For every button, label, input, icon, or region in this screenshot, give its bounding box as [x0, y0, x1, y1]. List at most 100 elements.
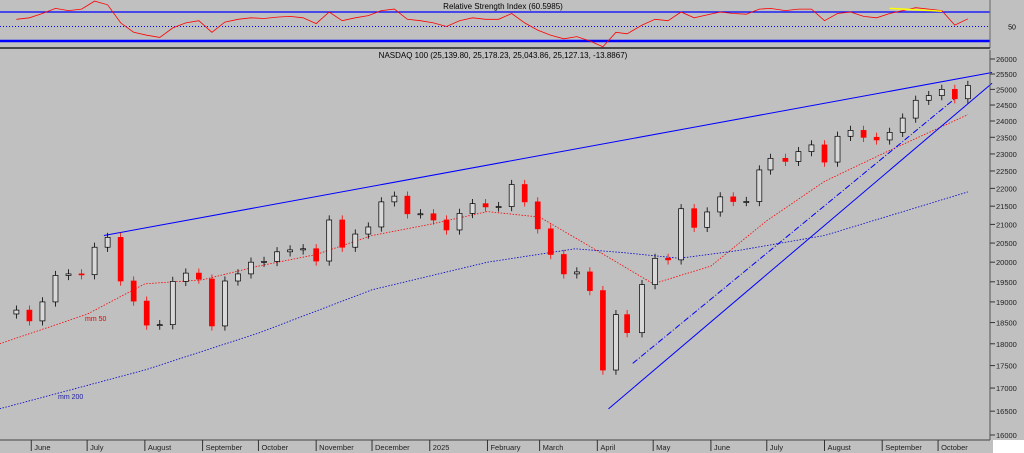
candle-body: [951, 89, 958, 100]
candle-body: [965, 85, 971, 100]
x-tick-label: September: [885, 443, 922, 452]
candle-body: [678, 208, 684, 261]
x-tick-label: November: [319, 443, 354, 452]
candle-body: [209, 278, 215, 327]
y-tick-label: 22000: [996, 184, 1017, 193]
y-tick-label: 20000: [996, 258, 1017, 267]
y-axis: 26000 25500 25000 24500 24000 23500 23000 22500…: [989, 50, 1017, 440]
candle-body: [547, 228, 554, 255]
x-tick-label: 2025: [433, 443, 450, 452]
rsi-panel: 50: [0, 0, 1016, 48]
rsi-tick-label: 50: [1008, 25, 1016, 32]
x-tick-label: June: [714, 443, 730, 452]
candle-body: [795, 151, 802, 162]
y-tick-label: 22500: [996, 167, 1017, 176]
y-tick-label: 18000: [996, 340, 1017, 349]
candle-body: [365, 226, 372, 235]
candle-body: [639, 284, 645, 334]
x-tick-label: December: [375, 443, 410, 452]
candle-body: [652, 257, 658, 285]
y-tick-label: 25000: [996, 85, 1017, 94]
y-tick-label: 16500: [996, 407, 1017, 416]
x-tick-label: October: [261, 443, 288, 452]
corner-box: [993, 440, 1024, 453]
mm200-line: [0, 191, 969, 410]
y-tick-label: 21500: [996, 202, 1017, 211]
x-tick-label: May: [656, 443, 670, 452]
y-tick-label: 17500: [996, 362, 1017, 371]
x-tick-label: June: [34, 443, 50, 452]
candle-body: [717, 196, 724, 213]
candle-body: [156, 324, 163, 327]
candle-body: [704, 211, 711, 228]
candle-body: [860, 130, 867, 138]
candle-body: [130, 280, 137, 302]
candle-body: [326, 219, 333, 262]
candle-body: [352, 233, 359, 248]
x-tick-label: August: [148, 443, 172, 452]
candle-body: [521, 184, 528, 203]
x-tick-label: October: [941, 443, 968, 452]
candle-body: [495, 206, 502, 208]
candle-body: [248, 261, 254, 275]
candle-body: [104, 237, 111, 248]
x-tick-label: July: [770, 443, 784, 452]
candle-body: [430, 213, 437, 221]
x-tick-label: September: [206, 443, 243, 452]
y-tick-label: 25500: [996, 70, 1017, 79]
candle-body: [274, 251, 280, 262]
y-tick-label: 24000: [996, 117, 1017, 126]
candle-body: [847, 130, 854, 137]
x-tick-label: July: [90, 443, 104, 452]
rsi-title: Relative Strength Index (60.5985): [443, 2, 563, 11]
candle-body: [391, 195, 398, 203]
candle-body: [313, 248, 320, 262]
y-tick-label: 18500: [996, 319, 1017, 328]
candle-body: [925, 95, 932, 101]
candle-body: [938, 89, 945, 96]
candle-body: [767, 157, 774, 171]
y-tick-label: 23500: [996, 133, 1017, 142]
y-tick-label: 24500: [996, 101, 1017, 110]
candle-body: [469, 203, 476, 214]
y-tick-label: 16000: [996, 431, 1017, 440]
candle-body: [261, 261, 267, 263]
candle-body: [756, 169, 763, 202]
candle-body: [730, 196, 737, 202]
trendline: [632, 98, 956, 364]
x-axis: June July August September October November De…: [0, 439, 990, 452]
candle-body: [26, 309, 33, 322]
candle-body: [196, 272, 202, 280]
y-tick-label: 19500: [996, 278, 1017, 287]
candle-body: [404, 195, 411, 215]
candle-body: [52, 275, 59, 303]
candle-body: [560, 254, 567, 275]
candle-body: [899, 117, 906, 133]
candle-body: [534, 201, 541, 230]
candle-body: [886, 132, 893, 141]
candle-body: [834, 135, 841, 163]
rsi-line: [16, 0, 969, 48]
candle-body: [665, 257, 671, 261]
candle-body: [782, 157, 789, 162]
mm50-label: mm 50: [85, 316, 107, 323]
candle-body: [235, 273, 241, 282]
candle-body: [456, 213, 463, 231]
candle-body: [91, 246, 98, 276]
candle-body: [287, 249, 293, 253]
candle-body: [624, 314, 630, 334]
candle-body: [143, 300, 150, 326]
candle-body: [117, 237, 124, 282]
x-tick-label: March: [543, 443, 564, 452]
trendline: [103, 72, 993, 237]
x-tick-label: August: [827, 443, 851, 452]
candle-body: [508, 184, 515, 207]
candle-body: [600, 290, 606, 371]
candle-body: [743, 201, 750, 203]
candle-body: [613, 314, 619, 371]
candle-body: [39, 301, 46, 322]
y-tick-label: 26000: [996, 55, 1017, 64]
y-tick-label: 20500: [996, 239, 1017, 248]
candle-body: [443, 219, 450, 231]
price-title: NASDAQ 100 (25,139.80, 25,178.23, 25,043…: [379, 51, 628, 60]
